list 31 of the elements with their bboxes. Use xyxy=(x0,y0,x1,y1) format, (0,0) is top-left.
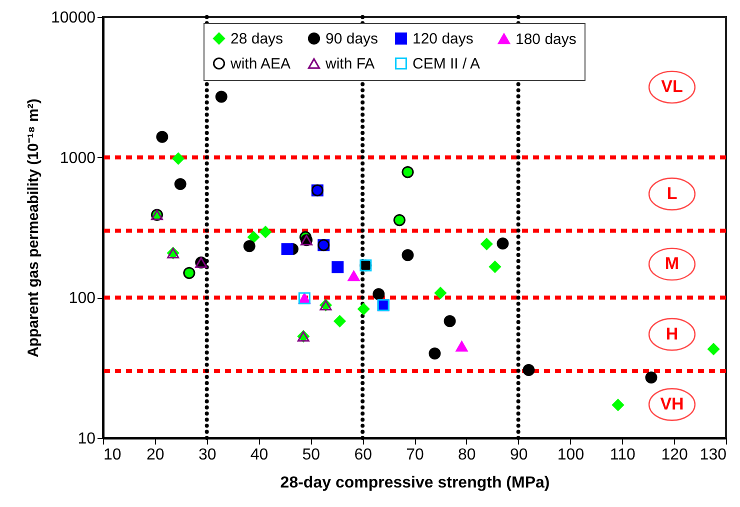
x-tick-label: 100 xyxy=(557,446,584,464)
x-tick-label: 20 xyxy=(146,446,164,464)
x-tick-label: 60 xyxy=(354,446,372,464)
x-tick-label: 110 xyxy=(610,446,636,464)
x-tick-label: 80 xyxy=(458,446,476,464)
x-tick-label: 10 xyxy=(104,446,122,464)
x-axis-title: 28-day compressive strength (MPa) xyxy=(280,474,550,492)
legend-label: CEM II / A xyxy=(412,56,480,72)
y-tick-label: 100 xyxy=(68,290,96,308)
x-tick-label: 40 xyxy=(250,446,268,464)
x-tick-label: 120 xyxy=(661,446,688,464)
x-tick-label: 130 xyxy=(700,446,727,464)
y-tick-label: 10000 xyxy=(51,10,96,26)
x-tick-label: 30 xyxy=(198,446,216,464)
annotation: L xyxy=(666,184,678,204)
x-tick-label: 90 xyxy=(510,446,528,464)
y-tick-label: 1000 xyxy=(60,150,96,167)
y-tick-label: 10 xyxy=(78,430,96,448)
legend-label: 90 days xyxy=(326,30,378,48)
legend-label: 28 days xyxy=(230,30,284,48)
legend-label: 120 days xyxy=(412,30,474,48)
annotation: VH xyxy=(660,394,684,414)
annotation: H xyxy=(666,324,678,344)
y-axis-title: Apparent gas permeability (10⁻¹⁸ m²) xyxy=(25,98,42,358)
legend-label: with FA xyxy=(324,56,375,72)
annotation: VL xyxy=(661,77,683,96)
legend-label: with AEA xyxy=(230,56,291,72)
legend-label: 180 days xyxy=(516,30,576,48)
x-tick-label: 70 xyxy=(406,446,424,464)
annotation: M xyxy=(664,254,680,274)
x-tick-label: 50 xyxy=(302,446,320,464)
